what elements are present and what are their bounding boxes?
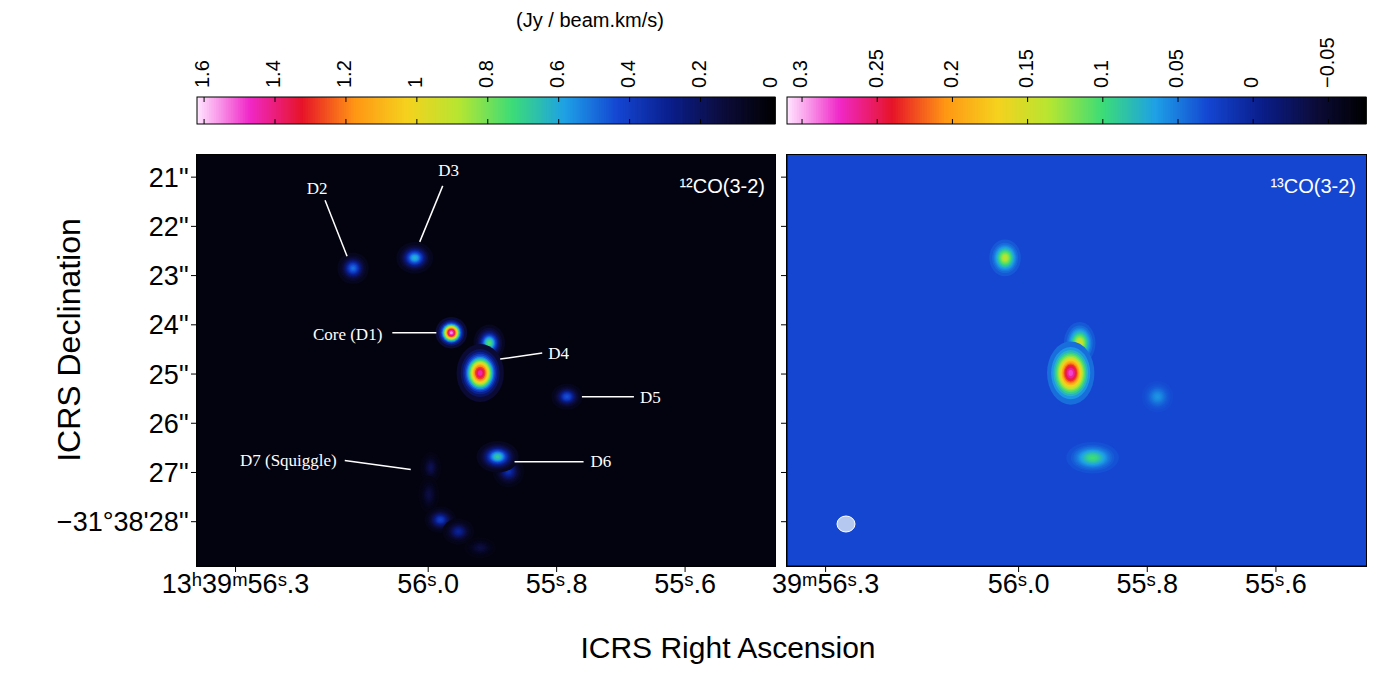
svg-text:0: 0 — [759, 77, 781, 88]
svg-text:D6: D6 — [591, 452, 612, 471]
svg-text:0.3: 0.3 — [789, 60, 811, 88]
svg-text:0.8: 0.8 — [475, 60, 497, 88]
svg-text:D2: D2 — [307, 179, 328, 198]
svg-text:D4: D4 — [548, 344, 569, 363]
svg-text:0.25: 0.25 — [865, 49, 887, 88]
svg-text:23'': 23'' — [149, 261, 189, 291]
svg-text:1: 1 — [404, 77, 426, 88]
svg-text:D7 (Squiggle): D7 (Squiggle) — [240, 451, 337, 470]
svg-text:0.05: 0.05 — [1165, 49, 1187, 88]
svg-text:24'': 24'' — [149, 310, 189, 340]
svg-text:55ˢ.8: 55ˢ.8 — [526, 569, 588, 599]
svg-text:56ˢ.0: 56ˢ.0 — [988, 569, 1050, 599]
svg-text:¹²CO(3-2): ¹²CO(3-2) — [679, 175, 765, 197]
svg-text:22'': 22'' — [149, 212, 189, 242]
svg-text:ICRS Right Ascension: ICRS Right Ascension — [580, 631, 875, 664]
svg-text:Core (D1): Core (D1) — [313, 325, 382, 344]
svg-text:39ᵐ56ˢ.3: 39ᵐ56ˢ.3 — [772, 569, 879, 599]
svg-text:0: 0 — [1240, 77, 1262, 88]
svg-text:21'': 21'' — [149, 163, 189, 193]
svg-text:0.15: 0.15 — [1015, 49, 1037, 88]
svg-text:1.6: 1.6 — [191, 60, 213, 88]
svg-text:1.4: 1.4 — [262, 60, 284, 88]
svg-text:55ˢ.8: 55ˢ.8 — [1116, 569, 1178, 599]
svg-text:−0.05: −0.05 — [1316, 37, 1338, 88]
svg-text:27'': 27'' — [149, 458, 189, 488]
svg-text:¹³CO(3-2): ¹³CO(3-2) — [1270, 175, 1356, 197]
svg-text:56ˢ.0: 56ˢ.0 — [397, 569, 459, 599]
svg-text:1.2: 1.2 — [333, 60, 355, 88]
svg-text:26'': 26'' — [149, 409, 189, 439]
svg-text:0.2: 0.2 — [940, 60, 962, 88]
svg-text:(Jy / beam.km/s): (Jy / beam.km/s) — [516, 9, 664, 31]
svg-text:55ˢ.6: 55ˢ.6 — [654, 569, 716, 599]
svg-text:0.4: 0.4 — [617, 60, 639, 88]
svg-text:0.1: 0.1 — [1090, 60, 1112, 88]
svg-text:25'': 25'' — [149, 360, 189, 390]
svg-text:ICRS Declination: ICRS Declination — [51, 218, 87, 462]
svg-text:−31°38'28'': −31°38'28'' — [57, 507, 189, 537]
svg-text:0.2: 0.2 — [688, 60, 710, 88]
svg-text:0.6: 0.6 — [546, 60, 568, 88]
svg-text:D5: D5 — [640, 388, 661, 407]
svg-text:13ʰ39ᵐ56ˢ.3: 13ʰ39ᵐ56ˢ.3 — [162, 569, 310, 599]
svg-text:D3: D3 — [438, 161, 459, 180]
svg-text:55ˢ.6: 55ˢ.6 — [1245, 569, 1307, 599]
